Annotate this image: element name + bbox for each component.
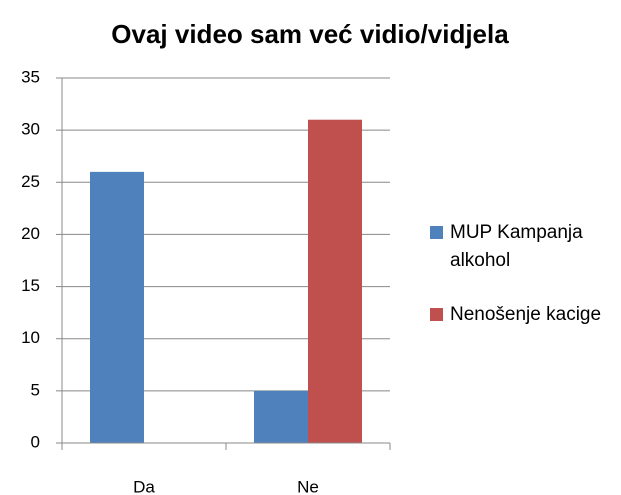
legend-label: Nenošenje kacige — [450, 304, 602, 325]
chart-title: Ovaj video sam već vidio/vidjela — [111, 19, 509, 49]
bar — [254, 390, 308, 443]
x-tick-label: Ne — [297, 477, 319, 495]
y-tick-label: 15 — [21, 276, 40, 295]
y-tick-label: 20 — [21, 224, 40, 243]
y-tick-label: 0 — [31, 432, 40, 451]
y-tick-label: 10 — [21, 328, 40, 347]
y-tick-label: 35 — [21, 67, 40, 86]
y-tick-label: 30 — [21, 120, 40, 139]
legend-label: MUP Kampanja alkohol — [450, 222, 583, 271]
y-tick-label: 5 — [31, 380, 40, 399]
x-tick-label: Da — [133, 477, 155, 495]
y-tick-label: 25 — [21, 172, 40, 191]
legend-swatch — [430, 226, 443, 239]
legend-swatch — [430, 308, 443, 321]
bar — [308, 119, 362, 443]
bar — [90, 171, 144, 443]
